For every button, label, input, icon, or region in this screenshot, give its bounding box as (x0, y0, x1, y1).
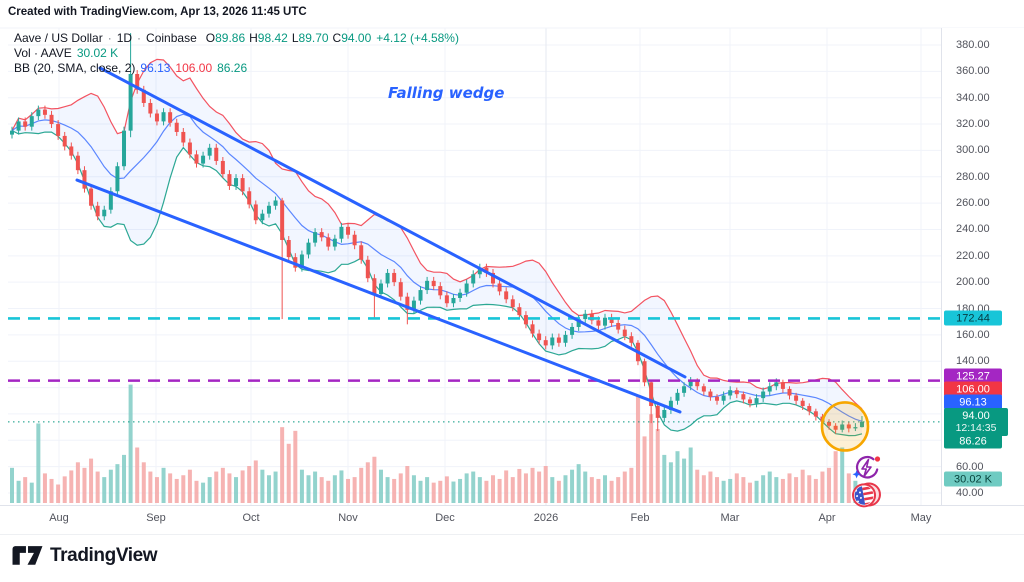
wedge-upper-trendline (98, 66, 687, 379)
price-tick: 160.00 (956, 328, 990, 341)
volume-label: Vol · AAVE (14, 46, 72, 60)
price-tick: 140.00 (956, 355, 990, 368)
price-tick: 280.00 (956, 170, 990, 183)
volume-bars-layer (10, 384, 864, 503)
price-tick: 40.00 (956, 486, 984, 499)
ohlc-values: O89.86 H98.42 L89.70 C94.00 (202, 31, 372, 46)
price-tag-9613: 96.13 (944, 394, 1002, 410)
price-tag-12527: 125.27 (944, 368, 1002, 384)
volume-value: 30.02 K (76, 46, 119, 60)
ohlc-item: C94.00 (332, 31, 372, 45)
tradingview-brand-text: TradingView (50, 545, 158, 566)
price-tick: 320.00 (956, 118, 990, 131)
time-tick-Feb: Feb (630, 512, 650, 524)
price-tick: 340.00 (956, 91, 990, 104)
price-tick: 260.00 (956, 197, 990, 210)
time-tick-2026: 2026 (533, 512, 559, 524)
price-tick: 380.00 (956, 39, 990, 51)
ohlc-item: L89.70 (291, 31, 329, 45)
price-tick: 300.00 (956, 144, 990, 157)
time-tick-Aug: Aug (49, 512, 69, 524)
time-tick-May: May (910, 512, 932, 524)
usd-coin-icon (852, 482, 881, 508)
highlight-circle (820, 401, 870, 452)
legend-separator: · (137, 31, 142, 45)
price-tick: 60.00 (956, 460, 984, 473)
time-axis (0, 505, 1024, 535)
legend-bb-row: BB (20, SMA, close, 2) 96.13 106.00 86.2… (14, 61, 459, 76)
time-tick-Sep: Sep (146, 512, 166, 524)
price-axis (941, 28, 1024, 533)
bollinger-bands-layer (11, 58, 863, 437)
price-tick: 220.00 (956, 249, 990, 262)
flash-boost-icon (852, 456, 881, 479)
price-tag-3002K: 30.02 K (944, 471, 1002, 487)
time-tick-Apr: Apr (818, 512, 836, 524)
time-tick-Oct: Oct (242, 512, 260, 524)
price-tag-10600: 106.00 (944, 381, 1002, 397)
price-tag-17244: 172.44 (944, 310, 1002, 326)
tradingview-brand[interactable]: TradingView (12, 545, 158, 567)
ohlc-item: O89.86 (205, 31, 246, 45)
symbol-title: Aave / US Dollar (14, 31, 103, 45)
candles-layer (10, 33, 864, 434)
bb-upper-value: 106.00 (175, 61, 213, 75)
exchange-label: Coinbase (146, 31, 197, 45)
price-tick: 360.00 (956, 65, 990, 78)
time-tick-Dec: Dec (435, 512, 455, 524)
change-value: +4.12 (+4.58%) (376, 31, 459, 45)
tradingview-logo-icon (12, 545, 43, 565)
legend: Aave / US Dollar · 1D · Coinbase O89.86 H… (14, 31, 459, 76)
price-tag-9400: 94.00 12:14:35 (944, 407, 1008, 436)
falling-wedge-annotation: Falling wedge (388, 84, 505, 102)
bb-lower-value: 86.26 (217, 61, 248, 75)
attribution-text: Created with TradingView.com, Apr 13, 20… (8, 6, 307, 18)
bb-label: BB (20, SMA, close, 2) (14, 61, 136, 75)
price-tick: 200.00 (956, 276, 990, 289)
ohlc-item: H98.42 (249, 31, 288, 45)
price-tick: 240.00 (956, 223, 990, 236)
time-tick-Nov: Nov (338, 512, 358, 524)
time-tick-Mar: Mar (720, 512, 740, 524)
price-tag-8626: 86.26 (944, 433, 1002, 449)
legend-symbol-row: Aave / US Dollar · 1D · Coinbase O89.86 H… (14, 31, 459, 46)
bb-basis-value: 96.13 (140, 61, 171, 75)
legend-separator: · (107, 31, 112, 45)
wedge-lower-trendline (75, 178, 682, 414)
interval-label: 1D (116, 31, 133, 45)
legend-volume-row: Vol · AAVE 30.02 K (14, 46, 459, 61)
